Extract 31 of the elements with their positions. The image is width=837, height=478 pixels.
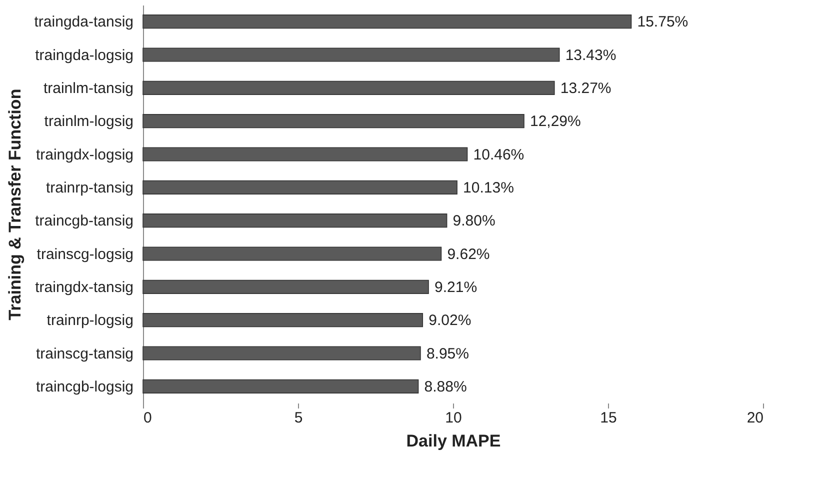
data-label: 9.21%	[434, 278, 478, 296]
y-tick-label: traincgb-logsig	[36, 378, 134, 396]
y-tick-label: trainlm-tansig	[43, 80, 134, 97]
x-tick-label: 0	[144, 410, 152, 426]
y-tick-label: trainrp-logsig	[46, 312, 134, 330]
y-tick-label: trainlm-logsig	[44, 113, 134, 130]
data-label: 13.43%	[565, 46, 616, 64]
x-tick-label: 15	[600, 410, 617, 426]
data-label: 9.62%	[447, 246, 490, 263]
data-label: 10.13%	[463, 179, 514, 196]
data-label: 13.27%	[560, 80, 612, 97]
data-label: 9.80%	[452, 212, 496, 230]
y-tick-label: trainscg-tansig	[36, 345, 134, 362]
y-tick-label: traingda-tansig	[34, 14, 134, 31]
data-label: 9.02%	[428, 312, 472, 330]
x-tick-label: 5	[294, 410, 303, 426]
y-tick-label: traingda-logsig	[35, 46, 134, 64]
data-label: 12,29%	[530, 113, 581, 130]
x-tick-label: 10	[445, 410, 462, 426]
x-axis-title: Daily MAPE	[406, 432, 501, 450]
y-tick-label: traingdx-logsig	[36, 146, 134, 164]
y-tick-label: trainrp-tansig	[46, 179, 134, 196]
y-axis-title: Training & Transfer Function	[5, 88, 24, 320]
data-label: 15.75%	[637, 14, 688, 31]
y-tick-label: traingdx-tansig	[35, 278, 134, 296]
data-label: 8.88%	[424, 378, 467, 396]
y-tick-label: traincgb-tansig	[35, 212, 134, 230]
x-tick-label: 20	[746, 410, 764, 426]
data-label: 10.46%	[473, 146, 524, 164]
y-tick-label: trainscg-logsig	[36, 246, 134, 263]
data-label: 8.95%	[426, 345, 469, 362]
